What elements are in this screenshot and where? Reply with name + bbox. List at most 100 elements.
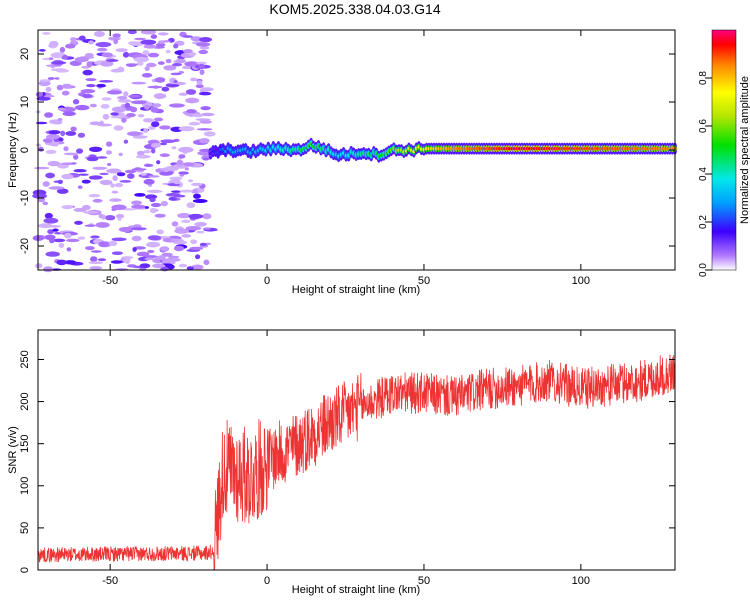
noise-blob bbox=[66, 247, 72, 252]
noise-blob bbox=[92, 166, 108, 170]
noise-blob bbox=[85, 78, 97, 82]
y-tick-label: 10 bbox=[19, 96, 31, 108]
noise-blob bbox=[88, 194, 101, 198]
noise-blob bbox=[133, 56, 150, 63]
noise-blob bbox=[97, 47, 108, 52]
noise-blob bbox=[124, 102, 131, 108]
snr-x-ticks: -50 0 50 100 bbox=[102, 330, 590, 587]
noise-blob bbox=[140, 29, 157, 35]
noise-blob bbox=[130, 100, 147, 105]
noise-blob bbox=[85, 246, 95, 251]
noise-blob bbox=[202, 213, 212, 220]
noise-blob bbox=[136, 61, 144, 66]
noise-blob bbox=[188, 121, 201, 126]
noise-blob bbox=[148, 175, 160, 178]
noise-blob bbox=[56, 84, 64, 91]
noise-blob bbox=[170, 72, 182, 76]
noise-blob bbox=[59, 46, 66, 53]
noise-blob bbox=[179, 174, 184, 177]
noise-blob bbox=[199, 46, 210, 50]
noise-blob bbox=[181, 234, 192, 238]
noise-blob bbox=[61, 173, 74, 180]
y-tick-label: 50 bbox=[19, 522, 31, 534]
noise-blob bbox=[58, 242, 65, 249]
noise-blob bbox=[99, 172, 109, 176]
noise-blob bbox=[64, 260, 77, 265]
noise-blob bbox=[203, 259, 210, 266]
noise-blob bbox=[157, 61, 165, 65]
noise-blob bbox=[123, 91, 129, 97]
noise-blob bbox=[157, 32, 169, 36]
noise-blob bbox=[196, 80, 203, 85]
y-tick-label: 0 bbox=[19, 147, 31, 153]
noise-blob bbox=[90, 235, 100, 239]
x-tick-label: 100 bbox=[572, 275, 590, 287]
noise-blob bbox=[66, 238, 80, 243]
noise-blob bbox=[118, 226, 133, 233]
spectrogram-panel: -50 0 50 100 -20 -10 0 10 20 Height of straight… bbox=[7, 29, 678, 296]
noise-blob bbox=[123, 139, 129, 144]
noise-blob bbox=[203, 227, 211, 230]
noise-blob bbox=[153, 93, 167, 99]
noise-blob bbox=[126, 131, 141, 136]
noise-blob bbox=[192, 199, 208, 203]
noise-blob bbox=[200, 112, 215, 117]
noise-blob bbox=[183, 162, 195, 167]
spectrogram-y-label: Frequency (Hz) bbox=[7, 112, 19, 188]
snr-line bbox=[37, 354, 676, 571]
noise-blob bbox=[149, 197, 156, 203]
noise-blob bbox=[77, 236, 86, 240]
noise-blob bbox=[106, 150, 112, 155]
noise-blob bbox=[76, 148, 84, 154]
y-tick-label: 150 bbox=[19, 435, 31, 453]
noise-blob bbox=[175, 58, 187, 64]
x-tick-label: 50 bbox=[418, 575, 430, 587]
noise-blob bbox=[43, 95, 55, 98]
noise-blob bbox=[63, 146, 69, 152]
noise-blob bbox=[47, 77, 55, 80]
noise-blob bbox=[199, 138, 210, 144]
noise-blob bbox=[136, 150, 145, 156]
noise-blob bbox=[173, 245, 185, 252]
noise-blob bbox=[156, 229, 164, 235]
noise-blob bbox=[73, 169, 87, 173]
noise-blob bbox=[196, 61, 207, 65]
colorbar: 0.0 0.2 0.4 0.6 0.8 Normalized spectral ampl… bbox=[698, 29, 750, 277]
noise-blob bbox=[56, 188, 69, 194]
noise-blob bbox=[78, 173, 89, 176]
noise-blob bbox=[163, 65, 177, 71]
noise-blob bbox=[134, 193, 146, 197]
noise-blob bbox=[126, 113, 136, 118]
noise-blob bbox=[49, 40, 59, 47]
noise-blob bbox=[199, 37, 212, 43]
noise-blob bbox=[115, 48, 128, 52]
noise-blob bbox=[199, 120, 212, 124]
noise-blob bbox=[184, 61, 200, 67]
noise-blob bbox=[113, 125, 124, 131]
noise-blob bbox=[114, 183, 124, 188]
y-tick-label: 250 bbox=[19, 350, 31, 368]
noise-blob bbox=[49, 238, 55, 244]
noise-blob bbox=[39, 79, 52, 82]
noise-blob bbox=[62, 54, 69, 60]
noise-blob bbox=[111, 204, 127, 211]
noise-blob bbox=[97, 258, 107, 262]
noise-blob bbox=[198, 49, 208, 55]
noise-blob bbox=[185, 97, 200, 104]
noise-blob bbox=[178, 171, 189, 175]
noise-blob bbox=[176, 159, 184, 166]
noise-blob bbox=[70, 37, 77, 42]
noise-blob bbox=[202, 157, 210, 161]
noise-blob bbox=[35, 91, 44, 97]
noise-blob bbox=[122, 51, 130, 58]
noise-blob bbox=[110, 112, 119, 116]
noise-blob bbox=[65, 43, 76, 49]
noise-blob bbox=[195, 84, 204, 89]
noise-blob bbox=[157, 255, 166, 261]
noise-blob bbox=[119, 180, 132, 183]
noise-blob bbox=[147, 235, 162, 241]
noise-blob bbox=[189, 246, 204, 251]
noise-blob bbox=[168, 196, 177, 201]
noise-blob bbox=[57, 107, 66, 111]
noise-blob bbox=[161, 252, 173, 257]
